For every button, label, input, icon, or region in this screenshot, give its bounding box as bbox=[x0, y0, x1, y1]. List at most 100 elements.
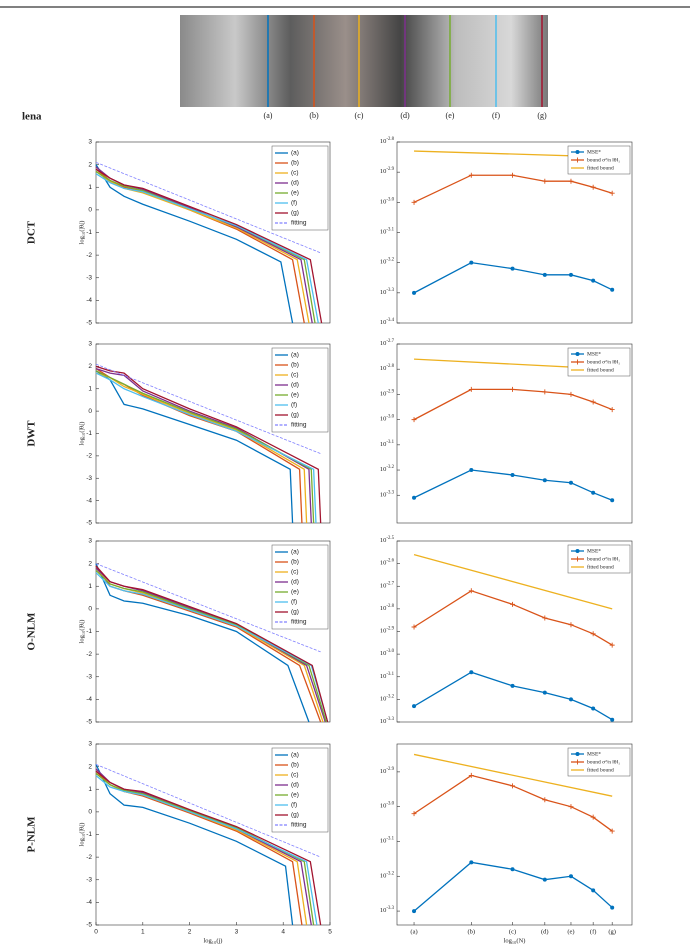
tick-exponent: -3.1 bbox=[386, 837, 394, 842]
point bbox=[469, 260, 474, 265]
series-line bbox=[95, 572, 329, 723]
tick-exponent: -3.0 bbox=[386, 649, 394, 654]
y-tick-label: 10-2.5 bbox=[380, 536, 395, 544]
x-tick-label: 3 bbox=[235, 929, 239, 936]
x-tick-label: 4 bbox=[281, 929, 285, 936]
legend-label: fitted bound bbox=[587, 563, 614, 570]
tick-base: 10 bbox=[380, 803, 387, 810]
legend-label: fitted bound bbox=[587, 164, 614, 171]
y-tick-label: 10-3.2 bbox=[380, 694, 395, 702]
y-tick-label: 10-3.1 bbox=[380, 228, 395, 236]
y-tick-label: 3 bbox=[88, 538, 92, 545]
y-tick-label: -2 bbox=[86, 453, 92, 460]
x-tick-label: (e) bbox=[567, 928, 574, 935]
y-tick-label: 3 bbox=[88, 341, 92, 348]
series-line bbox=[95, 168, 323, 324]
y-tick-label: -1 bbox=[86, 628, 92, 635]
tick-exponent: -2.9 bbox=[386, 167, 394, 172]
series-line bbox=[95, 569, 327, 723]
point bbox=[510, 172, 516, 178]
point bbox=[510, 683, 515, 688]
point bbox=[542, 877, 547, 882]
y-tick-label: -1 bbox=[86, 831, 92, 838]
point bbox=[568, 178, 574, 184]
tick-exponent: -2.6 bbox=[386, 559, 394, 564]
tick-base: 10 bbox=[380, 696, 387, 703]
legend-label: (f) bbox=[291, 599, 297, 606]
tick-base: 10 bbox=[380, 229, 387, 236]
legend-label: fitting bbox=[291, 220, 307, 227]
y-tick-label: -4 bbox=[86, 899, 92, 906]
point bbox=[591, 490, 596, 495]
y-axis-label: log₁₀(|θᵢ|) bbox=[78, 823, 85, 847]
point bbox=[568, 804, 574, 810]
y-tick-label: -4 bbox=[86, 497, 92, 504]
image-label: lena bbox=[22, 111, 42, 123]
tick-exponent: -2.9 bbox=[386, 627, 394, 632]
tick-base: 10 bbox=[380, 560, 387, 567]
legend-label: (f) bbox=[291, 200, 297, 207]
series-line bbox=[95, 770, 322, 926]
y-tick-label: 10-2.7 bbox=[380, 339, 395, 347]
x-tick-label: (b) bbox=[468, 928, 476, 935]
point bbox=[468, 588, 474, 594]
tick-exponent: -3.1 bbox=[386, 228, 394, 233]
y-tick-label: 2 bbox=[88, 363, 92, 370]
y-tick-label: 1 bbox=[88, 583, 92, 590]
legend-label: fitted bound bbox=[587, 366, 614, 373]
tick-base: 10 bbox=[380, 628, 387, 635]
y-tick-label: -2 bbox=[86, 651, 92, 658]
point bbox=[542, 389, 548, 395]
y-tick-label: -1 bbox=[86, 430, 92, 437]
series-line bbox=[95, 170, 310, 324]
legend-label: (g) bbox=[291, 812, 299, 819]
tick-base: 10 bbox=[380, 492, 387, 499]
y-tick-label: 10-3.2 bbox=[380, 871, 395, 879]
y-tick-label: 0 bbox=[88, 809, 92, 816]
point bbox=[542, 178, 548, 184]
point bbox=[542, 478, 547, 483]
y-axis-label: log₁₀(|θᵢ|) bbox=[78, 221, 85, 245]
point bbox=[591, 278, 596, 283]
legend-label: bound σ²/n ‖θ‖₁ bbox=[587, 157, 620, 163]
tick-base: 10 bbox=[380, 319, 387, 326]
y-tick-label: -4 bbox=[86, 297, 92, 304]
legend-label: (d) bbox=[291, 180, 299, 187]
series-line bbox=[95, 772, 315, 926]
legend-label: (a) bbox=[291, 150, 299, 157]
point bbox=[591, 706, 596, 711]
point bbox=[542, 690, 547, 695]
point bbox=[469, 468, 474, 473]
y-tick-label: 10-3.3 bbox=[380, 490, 395, 498]
tick-exponent: -3.3 bbox=[386, 288, 394, 293]
tick-exponent: -3.2 bbox=[386, 258, 394, 263]
tick-exponent: -3.3 bbox=[386, 490, 394, 495]
y-tick-label: 0 bbox=[88, 207, 92, 214]
legend-box bbox=[271, 747, 329, 833]
legend-label: (d) bbox=[291, 579, 299, 586]
legend-label: (c) bbox=[291, 772, 299, 779]
tick-exponent: -3.3 bbox=[386, 906, 394, 911]
y-tick-label: 10-3.0 bbox=[380, 802, 395, 810]
y-axis-label: log₁₀(|θᵢ|) bbox=[78, 620, 85, 644]
tick-exponent: -2.8 bbox=[386, 137, 394, 142]
x-tick-label: 5 bbox=[328, 929, 332, 936]
legend-label: (e) bbox=[291, 792, 299, 799]
legend-box bbox=[271, 145, 329, 231]
tick-base: 10 bbox=[380, 138, 387, 145]
y-tick-label: 10-3.3 bbox=[380, 906, 395, 914]
y-tick-label: -3 bbox=[86, 274, 92, 281]
point bbox=[568, 272, 573, 277]
legend-label: (b) bbox=[291, 762, 299, 769]
y-tick-label: -3 bbox=[86, 673, 92, 680]
y-tick-label: 2 bbox=[88, 560, 92, 567]
y-tick-label: -2 bbox=[86, 252, 92, 259]
legend-label: (f) bbox=[291, 402, 297, 409]
y-tick-label: 1 bbox=[88, 385, 92, 392]
tick-exponent: -3.1 bbox=[386, 672, 394, 677]
series-line bbox=[413, 774, 613, 832]
tick-base: 10 bbox=[380, 718, 387, 725]
row-label: DWT bbox=[26, 420, 38, 447]
tick-base: 10 bbox=[380, 768, 387, 775]
y-tick-label: 10-2.8 bbox=[380, 604, 395, 612]
